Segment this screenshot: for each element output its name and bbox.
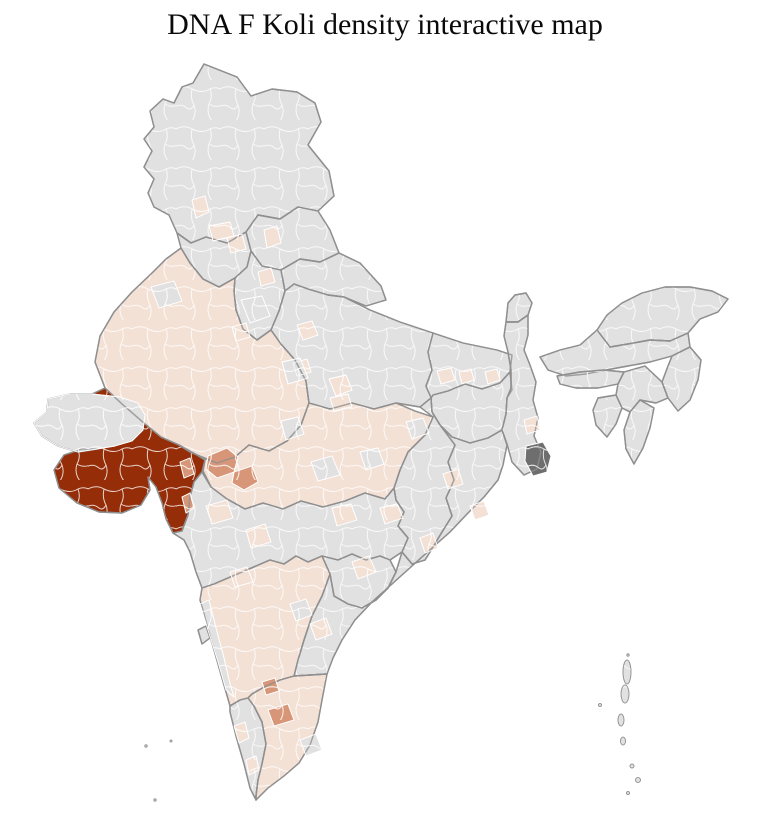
andaman-nicobar-islands[interactable] <box>598 653 641 795</box>
lakshadweep-islands[interactable] <box>144 739 173 802</box>
district-patch-punjab-3[interactable] <box>226 233 247 254</box>
state-tripura[interactable] <box>592 394 623 438</box>
island-south-andaman[interactable] <box>617 713 625 727</box>
lakshadweep-dot-1[interactable] <box>144 744 148 748</box>
island-middle-andaman[interactable] <box>620 684 630 704</box>
island-little-andaman[interactable] <box>620 736 626 746</box>
states-group <box>33 63 729 802</box>
lakshadweep-dot-2[interactable] <box>169 739 173 743</box>
island-dot-3[interactable] <box>629 763 635 769</box>
island-dot-2[interactable] <box>598 703 602 707</box>
island-dot-5[interactable] <box>626 791 630 795</box>
lakshadweep-dot-3[interactable] <box>153 798 157 802</box>
island-dot-1[interactable] <box>626 653 630 657</box>
state-arunachal-pradesh[interactable] <box>596 286 729 348</box>
island-dot-4[interactable] <box>635 777 641 783</box>
island-north-andaman[interactable] <box>622 659 632 685</box>
map-title: DNA F Koli density interactive map <box>167 8 603 41</box>
